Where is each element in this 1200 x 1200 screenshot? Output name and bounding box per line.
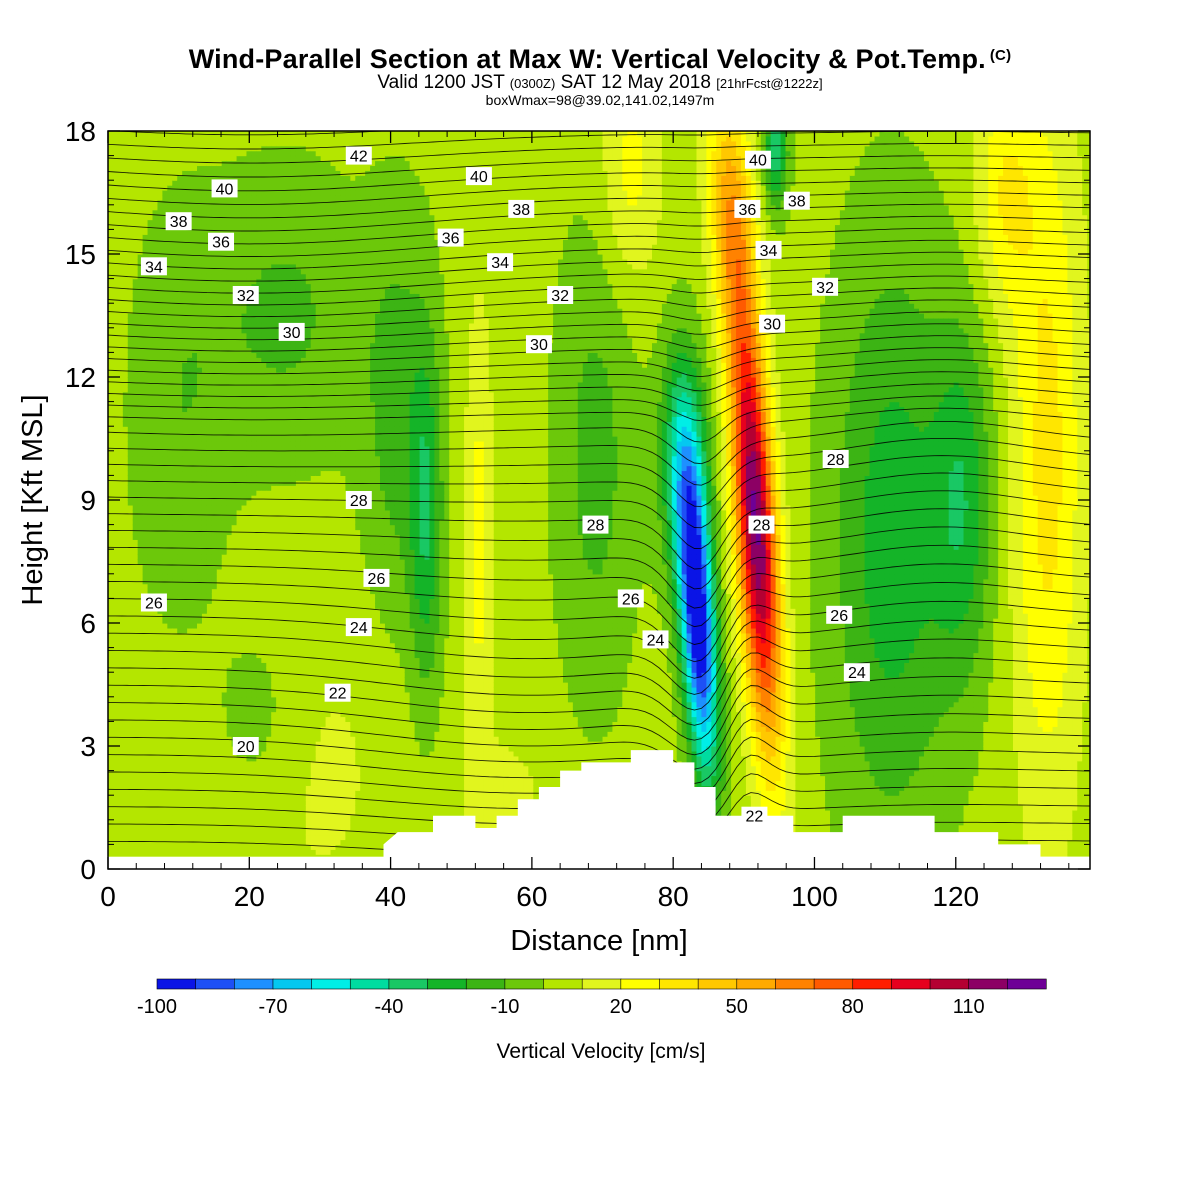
colorbar-swatch: [349, 978, 390, 990]
theta-label: 30: [759, 314, 786, 334]
theta-label: 32: [812, 277, 839, 297]
theta-label: 26: [140, 593, 167, 613]
colorbar: -100 -70 -40 -10 20 50 80 110: [137, 978, 1047, 1018]
x-tick-label: 40: [375, 881, 406, 912]
theta-label: 30: [278, 322, 305, 342]
theta-label: 36: [208, 232, 235, 252]
theta-label: 34: [487, 253, 514, 272]
theta-label: 26: [617, 589, 644, 608]
colorbar-swatch: [156, 978, 197, 990]
theta-label: 40: [744, 150, 771, 170]
x-tick-label: 20: [234, 881, 265, 912]
theta-label: 30: [525, 335, 552, 354]
theta-label: 28: [345, 491, 372, 510]
subtitle-fcst: [21hrFcst@1222z]: [716, 76, 822, 91]
colorbar-swatch: [891, 978, 931, 990]
theta-label: 24: [345, 618, 372, 637]
y-tick-label: 6: [80, 608, 96, 639]
y-tick-label: 15: [65, 239, 96, 270]
theta-label: 20: [232, 737, 259, 756]
colorbar-swatch: [234, 978, 274, 990]
theta-label: 28: [582, 515, 609, 535]
y-tick-label: 0: [80, 854, 96, 885]
colorbar-tick-label: 20: [610, 996, 632, 1018]
theta-label: 40: [211, 179, 238, 198]
colorbar-swatch: [388, 978, 429, 990]
colorbar-swatch: [736, 978, 777, 990]
x-axis-label: Distance [nm]: [510, 925, 687, 957]
colorbar-swatch: [272, 978, 313, 990]
colorbar-swatch: [620, 978, 661, 990]
colorbar-tick-label: 110: [953, 996, 985, 1018]
terrain-base: [108, 856, 1090, 869]
title-c: (C): [990, 47, 1011, 64]
theta-label: 38: [783, 191, 810, 211]
x-tick-label: 120: [932, 881, 979, 912]
theta-contour-labels: 42 40 40 40 38 38 38 36 36 36 34 34 34 32 32 32 30 30 30 28…: [140, 146, 870, 826]
colorbar-swatch: [195, 978, 235, 990]
subtitle-z: (0300Z): [510, 76, 556, 91]
y-tick-label: 9: [80, 485, 96, 516]
theta-label: 26: [363, 568, 390, 588]
theta-label: 28: [822, 450, 849, 469]
theta-label: 40: [465, 167, 492, 186]
colorbar-swatch: [1007, 978, 1047, 990]
y-axis-label: Height [Kft MSL]: [17, 394, 49, 605]
x-tick-label: 60: [516, 881, 547, 912]
colorbar-swatch: [543, 978, 583, 990]
y-tick-label: 18: [65, 116, 96, 147]
colorbar-swatch: [581, 978, 622, 990]
colorbar-tick-label: 80: [842, 996, 864, 1018]
subtitle-valid: Valid 1200 JST: [377, 72, 504, 93]
terrain: [108, 750, 1090, 869]
theta-label: 32: [547, 286, 574, 305]
theta-label: 34: [140, 257, 167, 276]
terrain-shape: [383, 750, 1090, 869]
theta-label: 36: [734, 199, 761, 219]
theta-label: 22: [741, 806, 768, 826]
x-tick-label: 0: [100, 881, 116, 912]
subtitle-date: SAT 12 May 2018: [561, 72, 711, 93]
colorbar-swatch: [311, 978, 351, 990]
colorbar-swatch: [697, 978, 738, 990]
x-tick-label: 80: [658, 881, 689, 912]
subtitle-box: boxWmax=98@39.02,141.02,1497m: [486, 92, 715, 108]
theta-label: 24: [642, 630, 669, 649]
theta-label: 28: [748, 515, 775, 535]
theta-label: 34: [755, 240, 782, 260]
chart-title: Wind-Parallel Section at Max W: Vertical…: [0, 44, 1200, 75]
colorbar-tick-label: -10: [490, 996, 519, 1018]
colorbar-swatch: [504, 978, 545, 990]
colorbar-tick-label: -40: [374, 996, 403, 1018]
chart-subtitle-box: boxWmax=98@39.02,141.02,1497m: [0, 92, 1200, 108]
colorbar-swatch: [813, 978, 854, 990]
colorbar-swatch: [659, 978, 699, 990]
chart-subtitle: Valid 1200 JST (0300Z) SAT 12 May 2018 […: [0, 72, 1200, 94]
colorbar-swatch: [465, 978, 506, 990]
colorbar-swatch: [852, 978, 892, 990]
colorbar-swatch: [968, 978, 1008, 990]
colorbar-tick-label: -100: [137, 996, 177, 1018]
theta-label: 38: [508, 199, 535, 219]
title-main: Wind-Parallel Section at Max W: Vertical…: [189, 44, 986, 74]
y-tick-label: 3: [80, 731, 96, 762]
colorbar-swatch: [775, 978, 815, 990]
theta-label: 42: [345, 146, 372, 166]
colorbar-swatch: [427, 978, 467, 990]
colorbar-swatch: [929, 978, 970, 990]
theta-label: 26: [826, 605, 853, 625]
y-tick-label: 12: [65, 362, 96, 393]
x-tick-label: 100: [791, 881, 838, 912]
theta-label: 36: [437, 228, 464, 248]
theta-label: 38: [165, 212, 192, 231]
theta-label: 24: [843, 663, 870, 682]
theta-label: 32: [232, 286, 259, 305]
colorbar-label: Vertical Velocity [cm/s]: [497, 1040, 706, 1063]
theta-label: 22: [324, 683, 351, 703]
colorbar-tick-label: -70: [259, 996, 288, 1018]
colorbar-tick-label: 50: [726, 996, 748, 1018]
